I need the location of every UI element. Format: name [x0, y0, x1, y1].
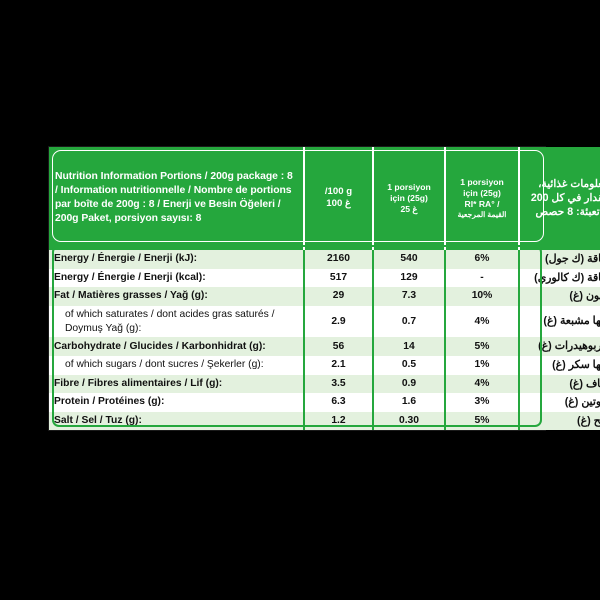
- nutrient-label: Fibre / Fibres alimentaires / Lif (g):: [49, 374, 305, 394]
- nutrient-value-per-100g: 2160: [304, 250, 374, 269]
- nutrient-value-reference-intake: 6%: [445, 250, 520, 269]
- nutrient-value-per-100g: 517: [304, 268, 374, 288]
- header-column-reference-intake: 1 porsiyon için (25g) RI* RA° / القيمة ا…: [445, 147, 520, 250]
- nutrient-label-arabic: بروتين (غ): [519, 393, 600, 412]
- header-portion-line1: 1 porsiyon: [387, 181, 431, 192]
- nutrient-value-reference-intake: 4%: [445, 374, 520, 394]
- nutrient-value-reference-intake: 10%: [445, 287, 520, 306]
- nutrient-value-per-portion: 14: [373, 337, 446, 357]
- nutrient-label: Protein / Protéines (g):: [49, 393, 305, 412]
- nutrient-row: Energy / Énergie / Enerji (kJ): 2160 540 6%…: [49, 250, 600, 269]
- nutrient-row: Salt / Sel / Tuz (g):1.20.305%ملح (غ): [49, 411, 600, 431]
- nutrient-row: Protein / Protéines (g):6.31.63%بروتين (…: [49, 393, 600, 412]
- nutrient-label-arabic: طاقة (ك جول): [519, 250, 600, 269]
- nutrient-value-per-portion: 0.5: [373, 356, 446, 375]
- header-ri-line4-arabic: القيمة المرجعية: [457, 209, 507, 219]
- nutrient-row: Fibre / Fibres alimentaires / Lif (g): 3.…: [49, 374, 600, 394]
- header-column-per-100g: /100 g 100 غ: [304, 147, 374, 250]
- nutrient-label: of which sugars / dont sucres / Şekerler…: [49, 356, 305, 375]
- nutrient-value-per-100g: 3.5: [304, 374, 374, 394]
- nutrient-value-per-100g: 2.9: [304, 305, 374, 338]
- nutrient-label-arabic: الياف (غ): [519, 374, 600, 394]
- nutrient-value-per-portion: 7.3: [373, 287, 446, 306]
- header-per100g-line1: /100 g: [324, 185, 353, 197]
- nutrient-row: Fat / Matières grasses / Yağ (g): 29 7.3 10…: [49, 287, 600, 306]
- nutrient-label-arabic: ملح (غ): [519, 411, 600, 431]
- nutrient-value-reference-intake: 1%: [445, 356, 520, 375]
- nutrient-row: of which saturates / dont acides gras sa…: [49, 305, 600, 338]
- nutrient-value-per-portion: 0.30: [373, 411, 446, 431]
- table-body: Energy / Énergie / Enerji (kJ): 2160 540 6%…: [49, 250, 600, 431]
- nutrient-label-arabic: منها مشبعة (غ): [519, 305, 600, 338]
- nutrient-value-reference-intake: 5%: [445, 411, 520, 431]
- nutrient-value-reference-intake: 5%: [445, 337, 520, 357]
- nutrient-label-arabic: كاربوهيدرات (غ): [519, 337, 600, 357]
- nutrient-value-reference-intake: 3%: [445, 393, 520, 412]
- nutrient-value-per-100g: 2.1: [304, 356, 374, 375]
- nutrient-value-reference-intake: 4%: [445, 305, 520, 338]
- nutrition-information-panel: Nutrition Information Portions / 200g pa…: [48, 146, 600, 432]
- nutrition-table: Nutrition Information Portions / 200g pa…: [49, 147, 600, 431]
- nutrient-label-arabic: طاقة (ك كالوري): [519, 268, 600, 288]
- nutrient-label: Energy / Énergie / Enerji (kJ):: [49, 250, 305, 269]
- header-ri-line3: RI* RA° /: [464, 198, 500, 209]
- header-portion-line3: 25 غ: [400, 203, 418, 214]
- nutrient-label-arabic: دهون (غ): [519, 287, 600, 306]
- nutrient-label: of which saturates / dont acides gras sa…: [49, 305, 305, 338]
- nutrient-value-reference-intake: -: [445, 268, 520, 288]
- nutrient-value-per-portion: 1.6: [373, 393, 446, 412]
- header-ri-line2: için (25g): [463, 187, 501, 198]
- header-row: Nutrition Information Portions / 200g pa…: [49, 147, 600, 250]
- nutrient-label: Energy / Énergie / Enerji (kcal):: [49, 268, 305, 288]
- header-arabic-block: معلومات غذائية، مقدار في كل 200 غ تعبئة:…: [519, 147, 600, 250]
- nutrient-value-per-portion: 0.7: [373, 305, 446, 338]
- header-ri-line1: 1 porsiyon: [460, 176, 504, 187]
- nutrient-label: Carbohydrate / Glucides / Karbonhidrat (…: [49, 337, 305, 357]
- nutrient-label-arabic: منها سكر (غ): [519, 356, 600, 375]
- nutrient-value-per-100g: 56: [304, 337, 374, 357]
- nutrient-value-per-portion: 0.9: [373, 374, 446, 394]
- header-portion-line2: için (25g): [390, 192, 428, 203]
- nutrient-row: of which sugars / dont sucres / Şekerler…: [49, 356, 600, 375]
- nutrient-row: Energy / Énergie / Enerji (kcal): 517 129-…: [49, 268, 600, 288]
- nutrient-value-per-100g: 6.3: [304, 393, 374, 412]
- nutrient-label: Salt / Sel / Tuz (g):: [49, 411, 305, 431]
- nutrient-value-per-portion: 540: [373, 250, 446, 269]
- header-column-per-portion: 1 porsiyon için (25g) 25 غ: [373, 147, 446, 250]
- nutrient-label: Fat / Matières grasses / Yağ (g):: [49, 287, 305, 306]
- table-header: Nutrition Information Portions / 200g pa…: [49, 147, 600, 250]
- nutrient-value-per-portion: 129: [373, 268, 446, 288]
- nutrient-value-per-100g: 1.2: [304, 411, 374, 431]
- header-per100g-line2: 100 غ: [326, 198, 351, 209]
- nutrient-row: Carbohydrate / Glucides / Karbonhidrat (…: [49, 337, 600, 357]
- header-title-multilingual: Nutrition Information Portions / 200g pa…: [49, 147, 305, 250]
- nutrient-value-per-100g: 29: [304, 287, 374, 306]
